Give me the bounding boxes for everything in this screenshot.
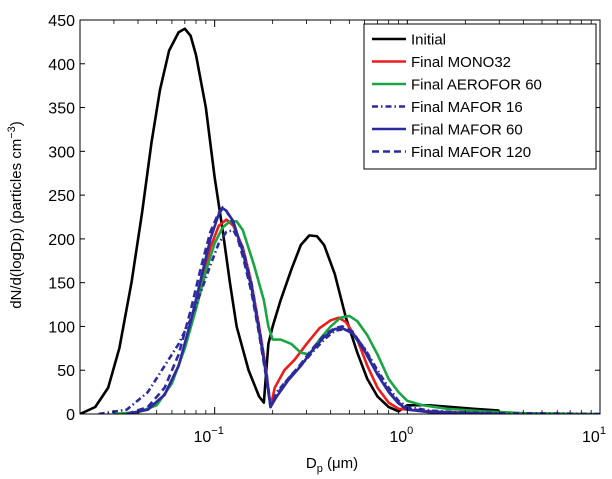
y-tick-label: 50 [57,363,75,380]
legend-label: Initial [411,32,446,49]
x-axis-label: Dp (μm) [306,455,358,475]
y-tick-label: 450 [48,13,75,30]
y-tick-label: 150 [48,276,75,293]
x-tick-label: 100 [389,425,413,446]
series-line-2 [126,218,500,414]
legend: Initial Final MONO32 Final AEROFOR 60 Final… [363,23,597,170]
legend-label: Final MAFOR 120 [411,144,531,161]
y-tick-label: 300 [48,144,75,161]
series-line-1 [80,27,500,414]
x-tick-label: 10−1 [193,425,223,446]
y-axis-label: dN/d(logDp) (particles cm−3) [6,121,25,309]
y-tick-label: 250 [48,188,75,205]
y-tick-label: 200 [48,232,75,249]
y-tick-label: 100 [48,319,75,336]
y-tick-label: 350 [48,101,75,118]
legend-label: Final MONO32 [411,54,511,71]
series-line-6 [126,206,500,414]
axes-layer: 0 50 100 150 200 250 300 350 400 450 10−1 100 101 [48,13,606,446]
legend-label: Final MAFOR 16 [411,99,523,116]
x-tick-label: 101 [582,425,606,446]
plot-frame [79,19,601,415]
y-tick-label: 0 [66,407,75,424]
legend-label: Final MAFOR 60 [411,122,523,139]
legend-label: Final AEROFOR 60 [411,77,542,94]
legend-box [363,23,597,170]
y-tick-label: 400 [48,57,75,74]
series-layer [80,27,600,414]
